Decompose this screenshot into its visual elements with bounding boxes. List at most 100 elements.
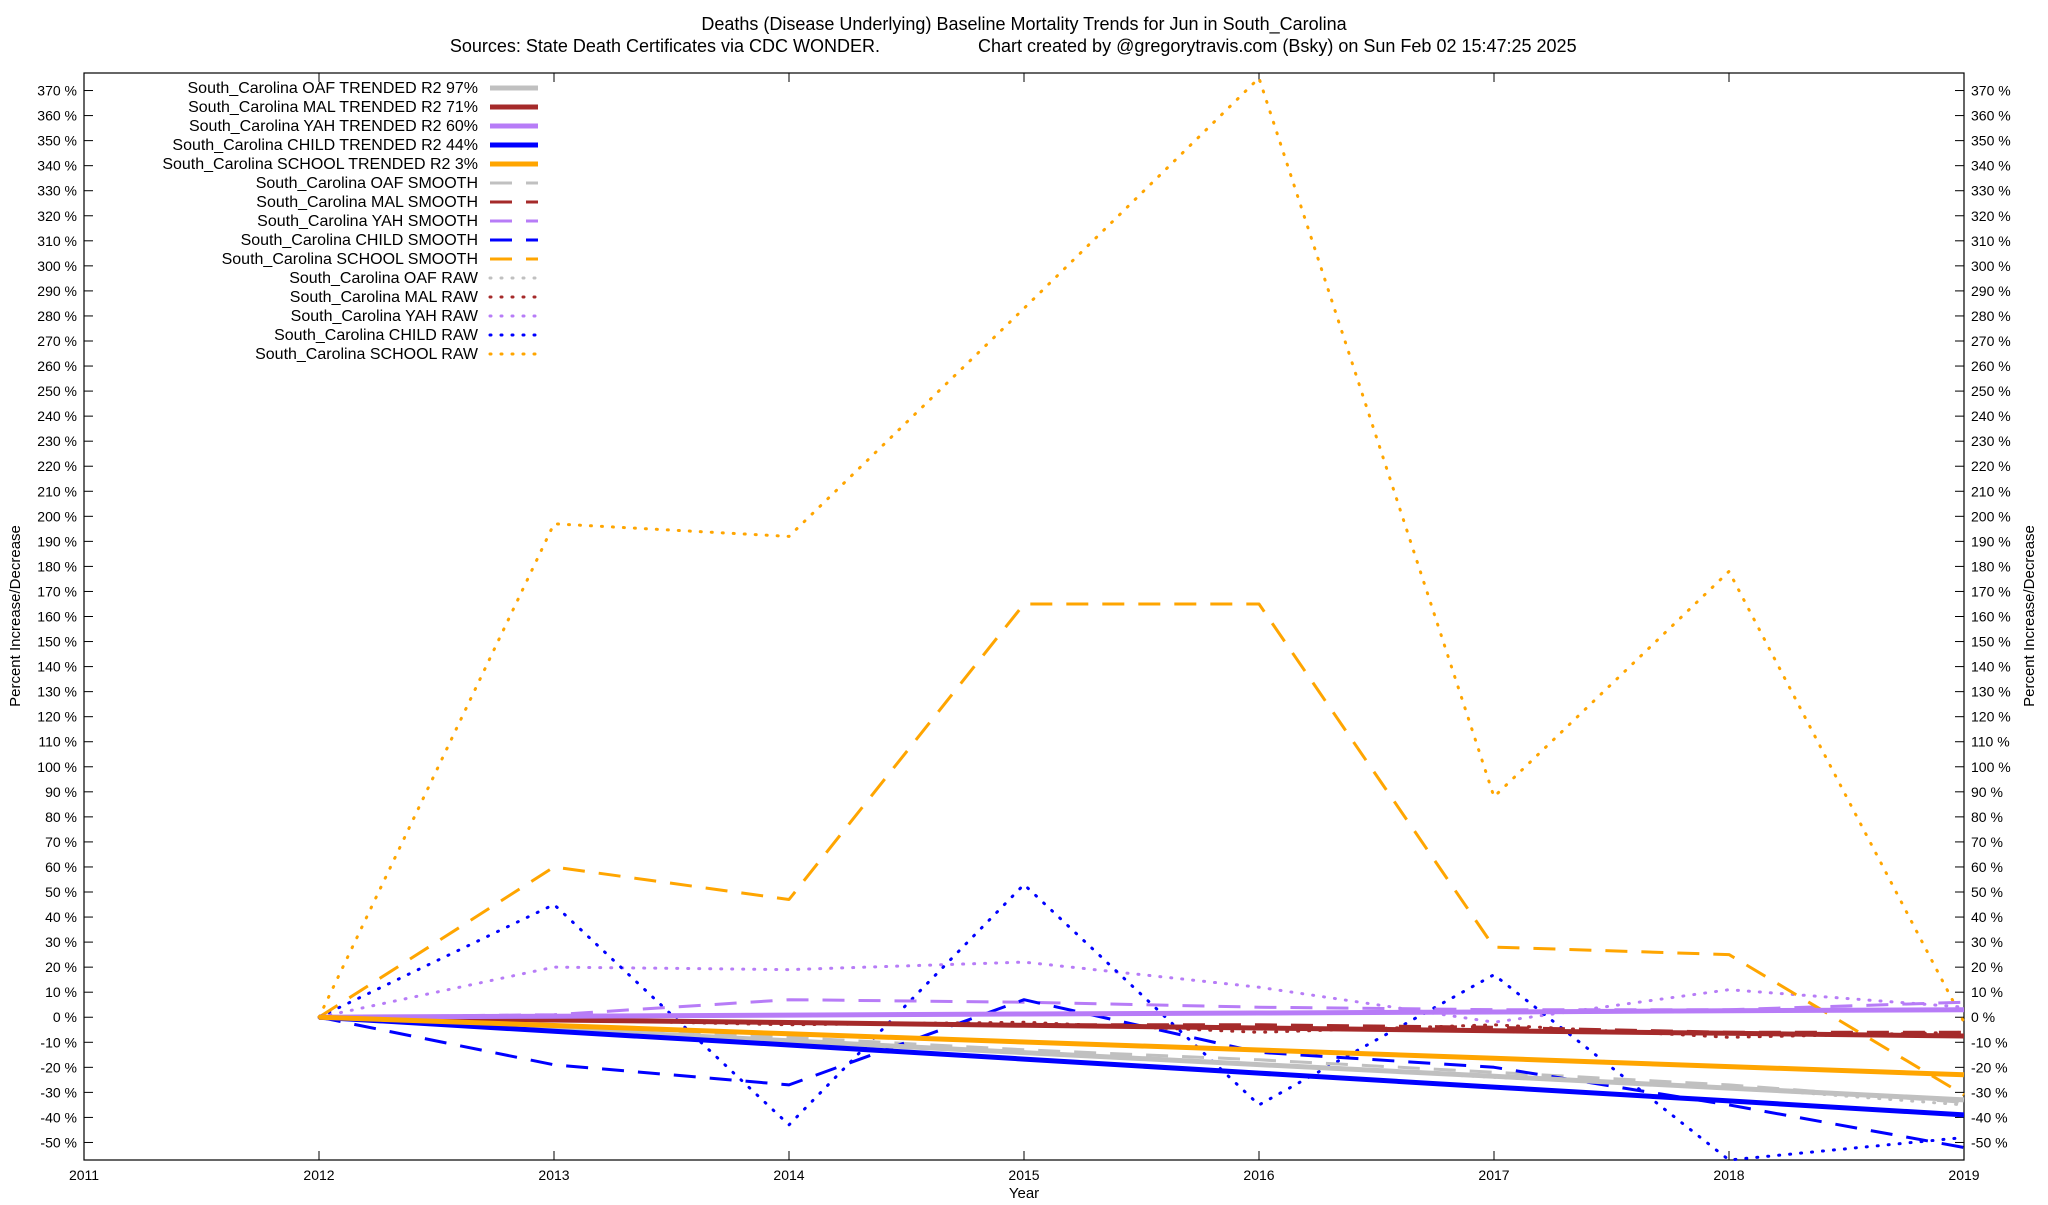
y-tick-label-right: 330 %: [1971, 183, 2011, 199]
legend-label: South_Carolina CHILD SMOOTH: [241, 232, 478, 249]
x-tick-label: 2015: [1008, 1167, 1039, 1183]
y-tick-label-left: 10 %: [45, 984, 77, 1000]
y-tick-label-left: 330 %: [37, 183, 77, 199]
y-tick-label-right: 370 %: [1971, 83, 2011, 99]
series-line-6: [318, 1015, 1965, 1104]
y-tick-label-right: 30 %: [1971, 934, 2003, 950]
y-tick-label-left: 140 %: [37, 659, 77, 675]
legend-label: South_Carolina MAL SMOOTH: [256, 194, 478, 211]
y-tick-label-right: 290 %: [1971, 283, 2011, 299]
y-tick-label-left: 210 %: [37, 483, 77, 499]
y-tick-label-left: 180 %: [37, 558, 77, 574]
legend-label: South_Carolina MAL RAW: [290, 289, 479, 306]
y-tick-label-right: 220 %: [1971, 458, 2011, 474]
y-tick-label-right: 360 %: [1971, 108, 2011, 124]
y-tick-label-left: 70 %: [45, 834, 77, 850]
y-tick-label-left: 170 %: [37, 583, 77, 599]
y-tick-label-right: 60 %: [1971, 859, 2003, 875]
x-tick-label: 2019: [1948, 1167, 1979, 1183]
y-tick-label-left: -10 %: [40, 1034, 77, 1050]
y-tick-label-right: 130 %: [1971, 684, 2011, 700]
x-tick-label: 2018: [1713, 1167, 1744, 1183]
y-tick-label-left: -20 %: [40, 1059, 77, 1075]
x-tick-label: 2011: [69, 1167, 99, 1183]
y-tick-label-right: 280 %: [1971, 308, 2011, 324]
y-tick-label-left: 270 %: [37, 333, 77, 349]
y-tick-label-left: 310 %: [37, 233, 77, 249]
y-tick-label-right: 120 %: [1971, 709, 2011, 725]
y-tick-label-right: -50 %: [1971, 1134, 2008, 1150]
y-tick-label-left: 200 %: [37, 508, 77, 524]
y-tick-label-left: 290 %: [37, 283, 77, 299]
x-tick-label: 2014: [773, 1167, 804, 1183]
y-tick-label-right: 250 %: [1971, 383, 2011, 399]
legend-label: South_Carolina CHILD TRENDED R2 44%: [172, 137, 478, 154]
y-tick-label-left: 350 %: [37, 133, 77, 149]
y-tick-label-left: 220 %: [37, 458, 77, 474]
y-tick-label-left: 230 %: [37, 433, 77, 449]
x-tick-label: 2013: [538, 1167, 569, 1183]
y-axis-left: 370 % 360 % 350 % 340 % 330 % 320 % 310 % 300 %…: [37, 83, 93, 1150]
y-tick-label-left: 240 %: [37, 408, 77, 424]
y-tick-label-left: -30 %: [40, 1084, 77, 1100]
chart-title: Deaths (Disease Underlying) Baseline Mor…: [701, 14, 1347, 35]
series-line-2: [318, 1014, 1965, 1039]
y-tick-label-left: -40 %: [40, 1109, 77, 1125]
y-tick-label-right: 0 %: [1971, 1009, 1995, 1025]
series-line-1: [318, 1014, 1965, 1103]
y-tick-label-right: 140 %: [1971, 659, 2011, 675]
legend-label: South_Carolina OAF TRENDED R2 97%: [188, 80, 479, 97]
y-tick-label-left: 340 %: [37, 158, 77, 174]
y-tick-label-left: 190 %: [37, 533, 77, 549]
y-tick-label-right: 240 %: [1971, 408, 2011, 424]
y-tick-label-right: 50 %: [1971, 884, 2003, 900]
y-tick-label-left: 300 %: [37, 258, 77, 274]
y-tick-label-left: 120 %: [37, 709, 77, 725]
y-tick-label-right: 190 %: [1971, 533, 2011, 549]
y-tick-label-right: 350 %: [1971, 133, 2011, 149]
y-tick-label-right: 200 %: [1971, 508, 2011, 524]
series-layer: [317, 76, 1966, 1162]
y-tick-label-left: 280 %: [37, 308, 77, 324]
legend-label: South_Carolina YAH SMOOTH: [257, 213, 478, 230]
y-tick-label-left: 60 %: [45, 859, 77, 875]
y-tick-label-right: 260 %: [1971, 358, 2011, 374]
y-tick-label-left: -50 %: [40, 1134, 77, 1150]
x-tick-label: 2017: [1478, 1167, 1509, 1183]
legend-label: South_Carolina MAL TRENDED R2 71%: [188, 99, 478, 116]
series-line-14: [317, 883, 1966, 1162]
x-axis: 2011 2012 2013 2014 2015 2016 2017 2018 2019: [69, 73, 1980, 1183]
y-tick-label-right: 310 %: [1971, 233, 2011, 249]
y-tick-label-right: 20 %: [1971, 959, 2003, 975]
y-axis-label-right: Percent Increase/Decrease: [2021, 525, 2038, 707]
chart-sources: Sources: State Death Certificates via CD…: [450, 36, 880, 56]
series-line-4: [318, 1014, 1965, 1118]
y-tick-label-right: 100 %: [1971, 759, 2011, 775]
x-tick-label: 2016: [1243, 1167, 1274, 1183]
y-tick-label-left: 130 %: [37, 684, 77, 700]
x-tick-label: 2012: [303, 1167, 334, 1183]
legend-label: South_Carolina SCHOOL TRENDED R2 3%: [162, 156, 478, 173]
chart-credit: Chart created by @gregorytravis.com (Bsk…: [978, 36, 1577, 56]
y-tick-label-right: 210 %: [1971, 483, 2011, 499]
series-line-10: [318, 602, 1965, 1097]
y-tick-label-left: 320 %: [37, 208, 77, 224]
y-tick-label-right: 340 %: [1971, 158, 2011, 174]
y-tick-label-left: 150 %: [37, 634, 77, 650]
series-line-3: [318, 1007, 1965, 1020]
series-line-15: [317, 76, 1966, 1024]
y-tick-label-left: 0 %: [53, 1009, 77, 1025]
y-tick-label-right: 80 %: [1971, 809, 2003, 825]
y-tick-label-right: 170 %: [1971, 583, 2011, 599]
y-tick-label-left: 100 %: [37, 759, 77, 775]
y-tick-label-left: 250 %: [37, 383, 77, 399]
y-tick-label-left: 160 %: [37, 609, 77, 625]
series-line-5: [318, 1014, 1965, 1078]
y-tick-label-right: 70 %: [1971, 834, 2003, 850]
y-tick-label-left: 260 %: [37, 358, 77, 374]
y-tick-label-left: 90 %: [45, 784, 77, 800]
y-tick-label-right: 270 %: [1971, 333, 2011, 349]
legend-label: South_Carolina YAH TRENDED R2 60%: [189, 118, 478, 135]
